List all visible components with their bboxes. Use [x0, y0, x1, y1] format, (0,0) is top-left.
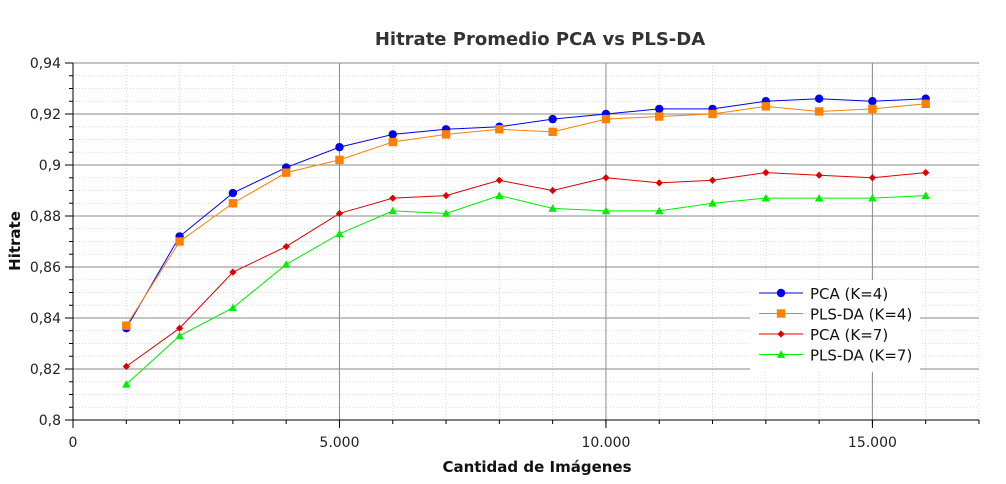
series-layer — [122, 94, 930, 388]
series-line — [125, 98, 926, 329]
x-axis-title: Cantidad de Imágenes — [442, 458, 631, 476]
data-point — [921, 191, 930, 199]
data-point — [229, 268, 237, 276]
data-point — [388, 206, 397, 215]
legend-marker — [776, 288, 786, 298]
data-point — [548, 204, 557, 212]
data-point — [441, 209, 451, 217]
data-point — [655, 206, 664, 215]
data-point — [708, 176, 717, 184]
data-point — [761, 102, 771, 111]
series-2 — [122, 99, 930, 330]
data-point — [442, 192, 450, 200]
data-point — [601, 206, 611, 215]
data-point — [335, 142, 344, 152]
legend: PCA (K=4) PLS-DA (K=4) PCA (K=7) PLS-DA (K=… — [750, 280, 920, 372]
data-point — [549, 186, 557, 195]
series-4 — [122, 191, 930, 388]
data-point — [868, 97, 877, 106]
data-point — [122, 380, 131, 388]
data-point — [548, 114, 557, 124]
data-point — [122, 321, 131, 330]
data-point — [335, 229, 344, 238]
axes: 0 5.000 10.000 15.000 0,8 0,82 0,84 0,86 0,88 0,9… — [30, 56, 980, 451]
series-line — [125, 103, 926, 326]
data-point — [922, 169, 930, 177]
x-tick-label: 5.000 — [319, 435, 359, 451]
data-point — [814, 193, 824, 202]
data-point — [441, 130, 451, 139]
legend-label: PCA (K=7) — [810, 326, 888, 344]
data-point — [388, 137, 397, 147]
data-point — [495, 191, 504, 199]
x-tick-label: 0 — [69, 435, 78, 451]
data-point — [495, 176, 503, 184]
data-point — [389, 194, 397, 202]
data-point — [175, 237, 184, 246]
data-point — [335, 155, 344, 165]
x-tick-label: 15.000 — [848, 435, 897, 451]
data-point — [868, 193, 877, 202]
data-point — [495, 125, 504, 134]
data-point — [868, 104, 877, 114]
data-point — [228, 199, 238, 208]
data-point — [868, 174, 877, 182]
data-point — [655, 104, 664, 114]
data-point — [388, 130, 397, 139]
data-point — [282, 243, 290, 251]
series-line — [126, 172, 926, 367]
data-point — [601, 114, 611, 124]
data-point — [655, 179, 663, 187]
y-tick-label: 0,9 — [39, 158, 61, 174]
legend-label: PLS-DA (K=4) — [810, 306, 912, 324]
legend-marker — [776, 350, 786, 358]
data-point — [708, 109, 717, 119]
y-tick-label: 0,82 — [30, 362, 61, 378]
data-point — [761, 193, 771, 202]
data-point — [281, 168, 291, 177]
data-point — [814, 94, 824, 103]
series-3 — [122, 169, 930, 371]
data-point — [175, 324, 184, 332]
data-point — [762, 169, 770, 177]
y-axis-title: Hitrate — [6, 211, 24, 271]
data-point — [548, 127, 557, 137]
legend-label: PLS-DA (K=7) — [810, 347, 912, 365]
data-point — [281, 260, 291, 268]
legend-marker — [777, 330, 785, 338]
y-tick-label: 0,84 — [30, 311, 61, 327]
data-point — [228, 303, 238, 312]
y-tick-label: 0,86 — [30, 260, 61, 276]
series-line — [125, 195, 926, 385]
data-point — [122, 362, 130, 371]
y-tick-label: 0,94 — [30, 56, 61, 72]
data-point — [708, 199, 717, 207]
data-point — [655, 112, 664, 121]
series-1 — [122, 94, 930, 333]
legend-marker — [776, 309, 786, 318]
data-point — [335, 209, 344, 218]
y-tick-label: 0,88 — [30, 209, 61, 225]
data-point — [921, 99, 930, 108]
y-tick-label: 0,92 — [30, 107, 61, 123]
grid — [73, 62, 980, 420]
data-point — [602, 174, 610, 182]
legend-label: PCA (K=4) — [810, 285, 888, 303]
data-point — [814, 107, 824, 116]
y-tick-label: 0,8 — [39, 413, 61, 429]
data-point — [228, 188, 238, 198]
data-point — [175, 331, 184, 340]
chart-title: Hitrate Promedio PCA vs PLS-DA — [375, 29, 705, 50]
data-point — [815, 171, 823, 179]
x-tick-label: 10.000 — [581, 435, 630, 451]
